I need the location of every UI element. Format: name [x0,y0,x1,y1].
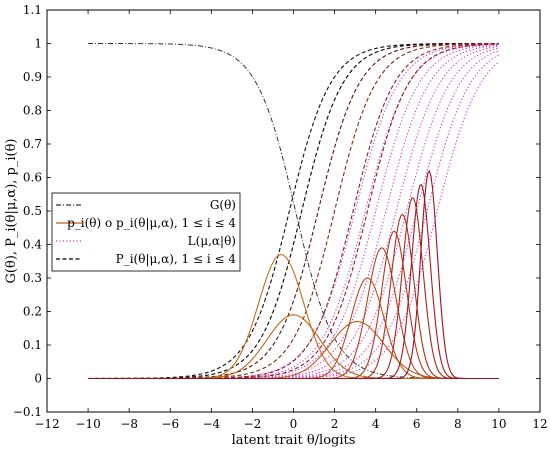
plot-lines [88,42,500,380]
x-tick-label: 12 [532,417,547,431]
legend-label-L: L(μ,α|θ) [188,234,236,248]
x-tick-label: 10 [491,417,506,431]
x-tick-label: −2 [244,417,262,431]
x-tick-label: −6 [161,417,179,431]
y-tick-label: 0.8 [23,104,42,118]
y-tick-label: −0.1 [13,405,42,419]
density-curve [88,277,499,380]
legend-box [51,192,241,272]
legend: G(θ) p_i(θ) o p_i(θ|μ,α), 1 ≤ i ≤ 4 L(μ,α|… [51,192,241,272]
x-tick-label: 4 [372,417,380,431]
y-tick-label: 1.1 [23,3,42,17]
plot-frame [46,9,541,413]
x-tick-label: −10 [75,417,100,431]
y-tick-label: 1 [34,37,42,51]
y-tick-label: 0.2 [23,305,42,319]
y-tick-label: 0.9 [23,70,42,84]
x-tick-label: 8 [454,417,462,431]
density-curve [88,169,499,380]
tick-labels: −12 −10 −8 −6 −4 −2 0 2 4 6 8 10 12 −0.1 0 0.1 0.2 0.3 0.4… [13,3,548,431]
y-axis-label: G(θ), P_i(θ|μ,α), p_i(θ) [4,139,19,284]
x-tick-label: −8 [120,417,138,431]
y-tick-label: 0.6 [23,171,42,185]
x-tick-label: 0 [290,417,298,431]
y-tick-label: 0.3 [23,271,42,285]
y-tick-label: 0.1 [23,338,42,352]
y-tick-label: 0.7 [23,137,42,151]
y-tick-label: 0.4 [23,238,42,252]
legend-label-p: p_i(θ) o p_i(θ|μ,α), 1 ≤ i ≤ 4 [67,216,236,230]
x-tick-label: 2 [331,417,339,431]
density-curve [88,254,499,380]
x-tick-label: −4 [202,417,220,431]
y-tick-label: 0 [34,372,42,386]
x-tick-label: 6 [413,417,421,431]
density-curve [88,321,499,380]
legend-label-P: P_i(θ|μ,α), 1 ≤ i ≤ 4 [116,252,237,266]
legend-label-G: G(θ) [210,198,236,212]
y-tick-label: 0.5 [23,204,42,218]
x-axis-label: latent trait θ/logits [232,433,356,448]
x-tick-label: −12 [34,417,59,431]
